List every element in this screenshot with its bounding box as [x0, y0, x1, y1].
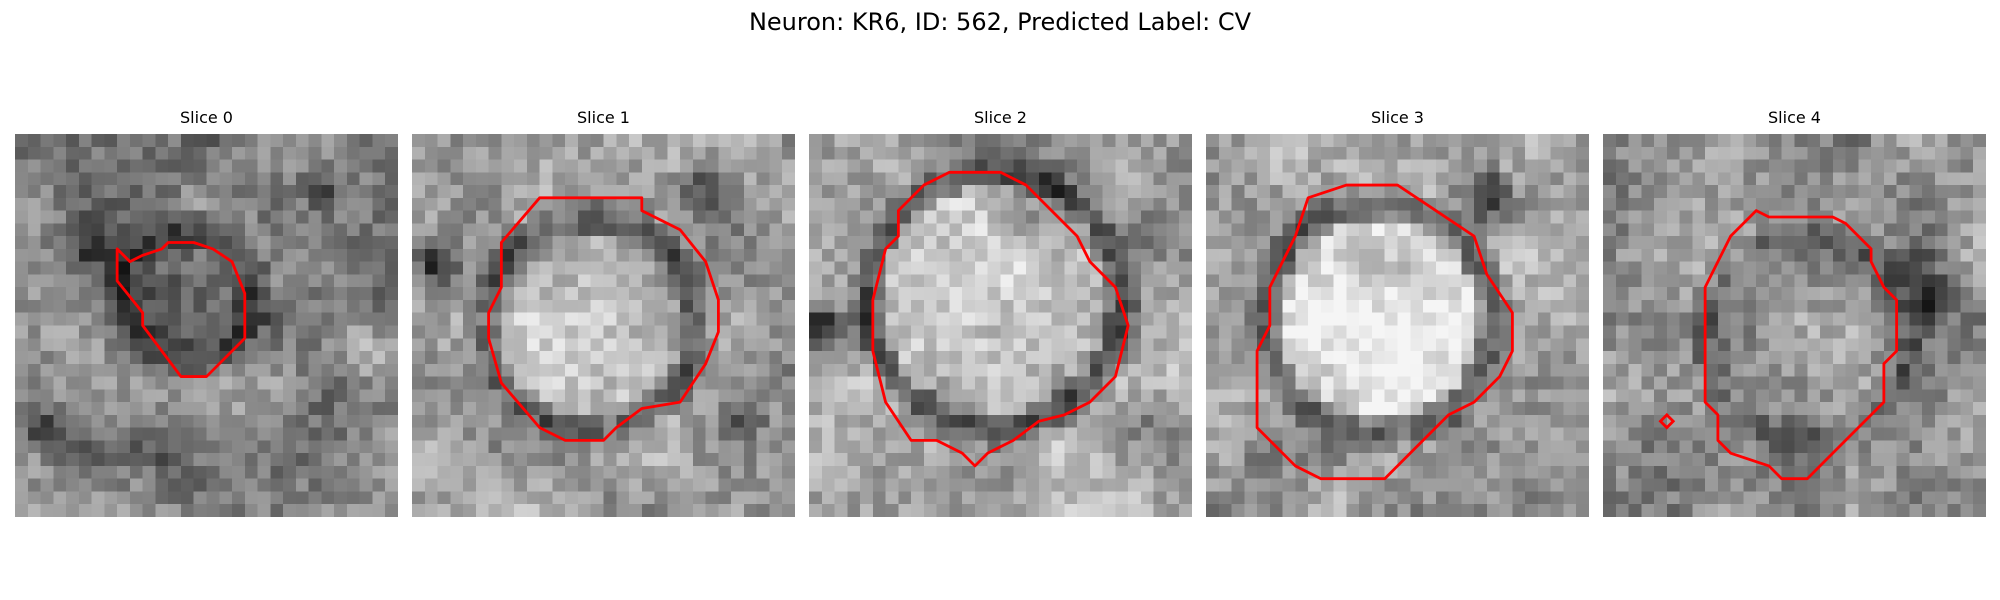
slice-image — [15, 134, 398, 517]
segmentation-contour — [1255, 183, 1514, 481]
panel-title: Slice 2 — [974, 108, 1027, 127]
small-contour-marker — [1658, 412, 1676, 430]
panel-slice-2: Slice 2 — [809, 108, 1192, 517]
slice-image — [412, 134, 795, 517]
panel-slice-4: Slice 4 — [1603, 108, 1986, 517]
slice-image — [809, 134, 1192, 517]
pixel-grid — [1603, 134, 1986, 517]
pixel-grid — [412, 134, 795, 517]
panel-slice-0: Slice 0 — [15, 108, 398, 517]
panel-title: Slice 4 — [1768, 108, 1821, 127]
figure-title: Neuron: KR6, ID: 562, Predicted Label: C… — [748, 8, 1252, 36]
panel-title: Slice 0 — [180, 108, 233, 127]
panel-title: Slice 3 — [1371, 108, 1424, 127]
segmentation-contour — [871, 170, 1130, 468]
segmentation-contour — [1703, 209, 1899, 481]
segmentation-contour — [487, 196, 720, 442]
panel-slice-1: Slice 1 — [412, 108, 795, 517]
panel-slice-3: Slice 3 — [1206, 108, 1589, 517]
slice-image — [1206, 134, 1589, 517]
slice-image — [1603, 134, 1986, 517]
pixel-grid — [1206, 134, 1589, 517]
segmentation-contour — [115, 241, 247, 378]
pixel-grid — [15, 134, 398, 517]
panel-title: Slice 1 — [577, 108, 630, 127]
pixel-grid — [809, 134, 1192, 517]
